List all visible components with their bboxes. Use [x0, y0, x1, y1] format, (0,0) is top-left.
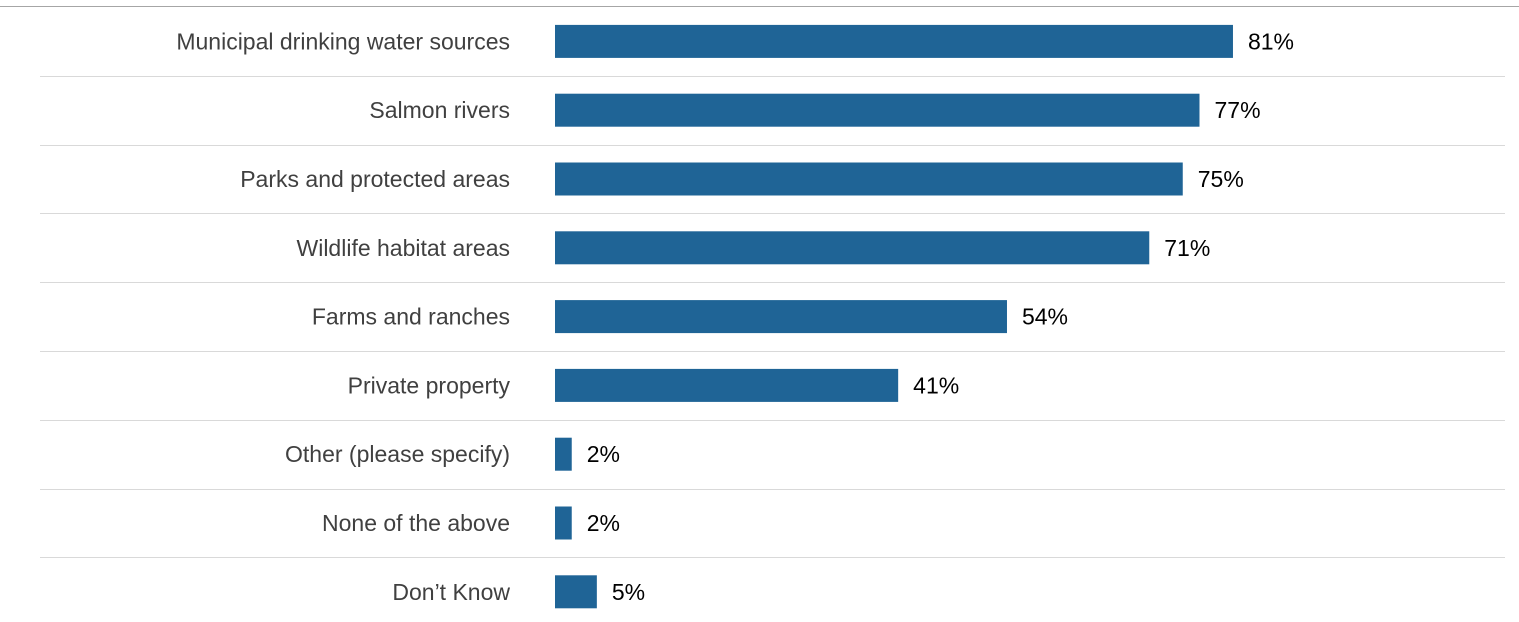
bar	[555, 575, 597, 609]
bar	[555, 93, 1200, 127]
value-label: 54%	[1022, 304, 1068, 330]
category-label: None of the above	[322, 510, 510, 536]
category-label: Parks and protected areas	[240, 166, 510, 192]
category-label: Municipal drinking water sources	[176, 28, 510, 54]
category-labels: Municipal drinking water sources Salmon r…	[176, 28, 510, 604]
bar	[555, 437, 572, 471]
value-label: 77%	[1214, 97, 1260, 123]
category-label: Wildlife habitat areas	[297, 235, 511, 261]
category-label: Private property	[348, 372, 511, 398]
value-label: 71%	[1164, 235, 1210, 261]
bar	[555, 162, 1183, 196]
bar	[555, 300, 1007, 334]
data-labels: 81% 77% 75% 71% 54% 41% 2% 2% 5%	[587, 28, 1294, 604]
value-label: 41%	[913, 372, 959, 398]
bar	[555, 24, 1233, 58]
value-label: 75%	[1198, 166, 1244, 192]
value-label: 2%	[587, 510, 620, 536]
value-label: 81%	[1248, 28, 1294, 54]
category-label: Other (please specify)	[285, 441, 510, 467]
category-label: Farms and ranches	[312, 304, 510, 330]
bar	[555, 368, 899, 402]
bars	[555, 24, 1233, 609]
gridlines	[40, 76, 1505, 558]
value-label: 2%	[587, 441, 620, 467]
category-label: Don’t Know	[392, 579, 510, 605]
bar	[555, 506, 572, 540]
value-label: 5%	[612, 579, 645, 605]
bar	[555, 231, 1150, 265]
category-label: Salmon rivers	[369, 97, 510, 123]
